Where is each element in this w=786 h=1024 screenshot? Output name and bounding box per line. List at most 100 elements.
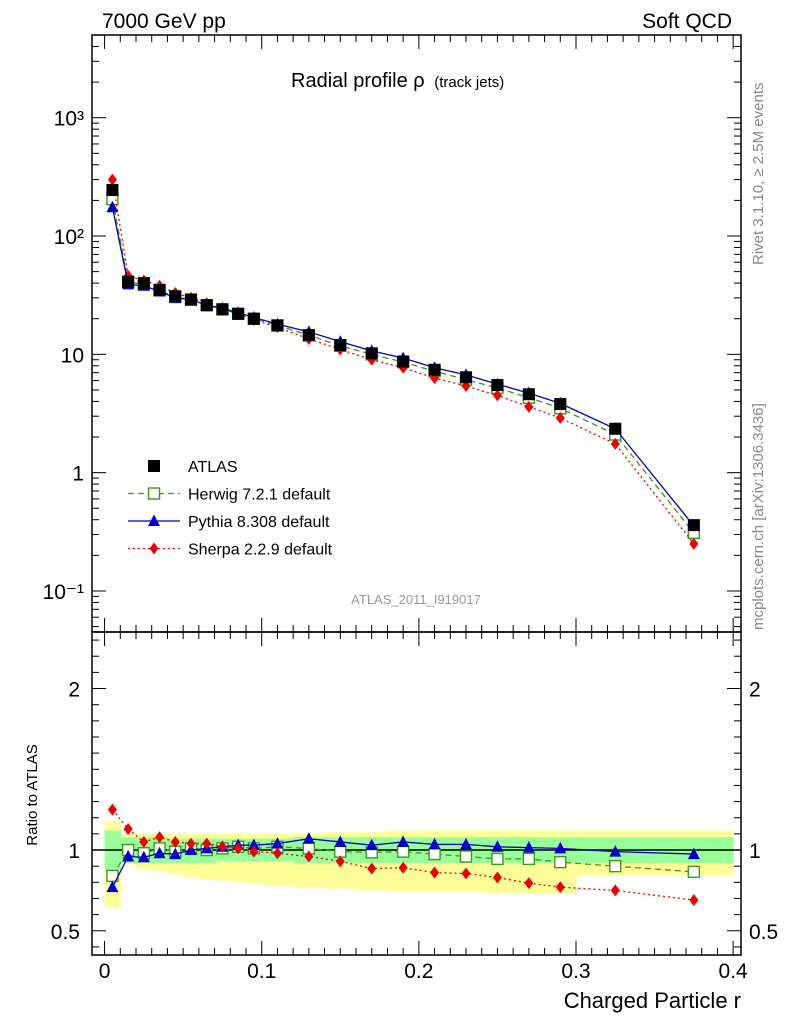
ratio-axis-ticks xyxy=(92,632,741,955)
main-data-point xyxy=(491,379,504,392)
main-title-text: Radial profile ρ xyxy=(291,70,425,92)
x-axis-label: Charged Particle r xyxy=(564,988,741,1013)
main-data-point xyxy=(232,307,245,320)
ratio-data-point xyxy=(247,838,260,851)
main-y-tick-label: 10³ xyxy=(54,108,84,131)
main-data-point xyxy=(522,388,535,401)
main-data-point xyxy=(185,293,197,306)
main-data-point xyxy=(169,290,182,303)
ratio-data-point xyxy=(428,847,441,861)
ratio-y-tick-label-left: 2 xyxy=(68,679,80,702)
main-title: Radial profile ρ (track jets) xyxy=(291,70,504,92)
main-axis-ticks xyxy=(92,34,741,632)
ratio-data-point xyxy=(122,849,135,862)
ratio-data-point xyxy=(689,894,699,907)
ratio-y-axis-label: Ratio to ATLAS xyxy=(24,744,41,845)
ratio-data-point xyxy=(334,835,347,847)
ratio-x-tick-label: 0.4 xyxy=(719,960,749,983)
ratio-data-point xyxy=(107,803,117,816)
main-data-point xyxy=(365,347,378,360)
ratio-data-point xyxy=(249,845,259,858)
main-data-point xyxy=(334,338,347,351)
main-data-point xyxy=(302,329,315,342)
main-data-layer xyxy=(106,173,701,550)
ratio-panel: 0.5 0.51 12 2 0 0.1 0.2 0.3 0.4 Ratio to ATLAS … xyxy=(24,631,778,1013)
ratio-x-tick-label: 0.3 xyxy=(561,960,590,983)
ratio-data-point xyxy=(170,835,180,848)
header-energy-label: 7000 GeV pp xyxy=(102,10,226,33)
main-data-point xyxy=(554,398,567,411)
ratio-data-point xyxy=(397,835,410,847)
ratio-data-point xyxy=(492,871,502,884)
ratio-data-point xyxy=(365,838,378,851)
main-y-tick-label: 10⁻¹ xyxy=(43,581,84,604)
ratio-data-layer xyxy=(92,803,741,907)
ratio-data-point xyxy=(335,855,345,868)
legend-marker xyxy=(149,542,159,555)
main-data-point xyxy=(216,303,229,316)
main-data-point xyxy=(687,519,700,532)
ratio-data-point xyxy=(272,847,282,860)
ratio-data-point xyxy=(123,823,133,836)
ratio-y-tick-label-right: 0.5 xyxy=(749,921,778,944)
ratio-data-point xyxy=(202,837,212,850)
ratio-data-point xyxy=(459,850,473,863)
main-y-tick-label: 1 xyxy=(72,463,84,486)
ratio-data-point xyxy=(106,880,119,893)
ratio-data-point xyxy=(137,850,150,863)
legend-entry-label: Sherpa 2.2.9 default xyxy=(188,542,333,559)
main-data-point xyxy=(397,355,410,368)
ratio-data-point xyxy=(609,859,622,873)
ratio-data-point xyxy=(398,861,408,874)
main-data-point xyxy=(460,371,472,384)
main-data-point xyxy=(106,200,119,213)
ratio-x-tick-label: 0 xyxy=(99,960,111,983)
ratio-uncertainty-bands xyxy=(104,820,734,909)
main-y-tick-label: 10 xyxy=(61,344,84,367)
main-data-point xyxy=(137,277,150,290)
main-series-line xyxy=(111,199,695,534)
ratio-data-point xyxy=(367,862,377,875)
ratio-data-point xyxy=(428,837,441,850)
main-data-point xyxy=(271,319,284,332)
main-data-point xyxy=(200,299,213,312)
legend-marker xyxy=(147,487,161,500)
ratio-data-point xyxy=(139,835,149,848)
ratio-data-point xyxy=(554,841,567,854)
ratio-series-line xyxy=(111,846,694,877)
main-data-point xyxy=(492,389,502,402)
ratio-y-tick-label-left: 0.5 xyxy=(51,921,80,944)
mcplots-reference-label: mcplots.cern.ch [arXiv:1306.3436] xyxy=(750,403,767,630)
ratio-panel-frame xyxy=(91,631,742,956)
ratio-x-tick-label: 0.1 xyxy=(247,960,276,983)
ratio-data-point xyxy=(304,850,314,863)
ratio-data-point xyxy=(396,845,410,858)
main-data-point xyxy=(610,437,620,450)
ratio-data-point xyxy=(233,842,243,855)
legend: ATLAS Herwig 7.2.1 default Pythia 8.308 de… xyxy=(128,459,333,559)
ratio-y-tick-label-left: 1 xyxy=(68,840,80,863)
ratio-data-point xyxy=(271,837,284,849)
ratio-data-point xyxy=(491,852,504,866)
legend-entry-label: Herwig 7.2.1 default xyxy=(188,487,331,504)
main-data-point xyxy=(524,400,534,413)
main-data-point xyxy=(107,173,117,186)
main-title-suffix: (track jets) xyxy=(434,74,504,91)
legend-entry-label: Pythia 8.308 default xyxy=(188,514,330,531)
ratio-data-point xyxy=(153,846,166,859)
ratio-data-point xyxy=(461,867,471,880)
ratio-data-point xyxy=(186,837,196,850)
main-data-point xyxy=(122,275,135,288)
ratio-data-point xyxy=(554,855,567,869)
ratio-data-point xyxy=(687,865,701,879)
ratio-series-line xyxy=(111,838,694,888)
ratio-data-point xyxy=(609,845,622,857)
legend-marker xyxy=(148,514,160,526)
ratio-x-tick-labels: 0 0.1 0.2 0.3 0.4 xyxy=(99,960,748,983)
ratio-data-point xyxy=(555,881,565,894)
main-series-line xyxy=(111,207,695,527)
ratio-y-tick-label-right: 1 xyxy=(749,840,761,863)
ratio-data-point xyxy=(169,847,182,860)
legend-entry-label: ATLAS xyxy=(188,459,238,476)
